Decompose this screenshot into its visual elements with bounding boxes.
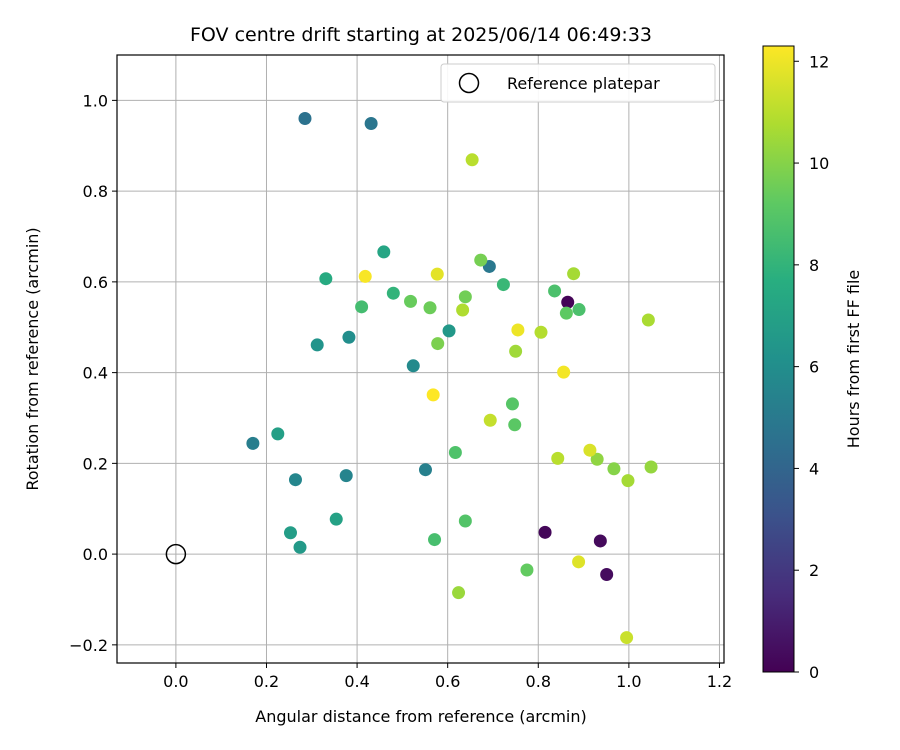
chart-title: FOV centre drift starting at 2025/06/14 …: [190, 24, 652, 46]
y-tick-label: 1.0: [83, 91, 108, 110]
data-point: [386, 286, 400, 300]
y-axis-label: Rotation from reference (arcmin): [23, 227, 42, 490]
data-point: [426, 388, 440, 402]
colorbar-tick-label: 8: [809, 256, 819, 275]
colorbar-tick-label: 6: [809, 358, 819, 377]
x-axis-label: Angular distance from reference (arcmin): [255, 707, 586, 726]
legend: Reference platepar: [440, 63, 716, 103]
data-point: [458, 290, 472, 304]
data-point: [329, 512, 343, 526]
data-point: [288, 473, 302, 487]
y-tick-label: 0.2: [83, 454, 108, 473]
data-point: [339, 469, 353, 483]
data-point: [505, 397, 519, 411]
data-point: [644, 460, 658, 474]
data-point: [293, 540, 307, 554]
y-tick-label: 0.6: [83, 273, 108, 292]
legend-marker-circle: [458, 72, 480, 94]
y-tick-label: 0.8: [83, 182, 108, 201]
data-point: [551, 451, 565, 465]
data-point: [319, 272, 333, 286]
colorbar-label: Hours from first FF file: [844, 270, 863, 449]
y-tick-label: 0.4: [83, 364, 108, 383]
colorbar-ticks: 0 2 4 6 8 10 12: [794, 52, 829, 682]
data-point: [590, 452, 604, 466]
legend-entry-reference-platepar: Reference platepar: [507, 74, 660, 93]
data-point: [458, 514, 472, 528]
data-point: [452, 586, 466, 600]
y-tick-label: 0.0: [83, 545, 108, 564]
data-point: [567, 267, 581, 281]
data-point: [509, 344, 523, 358]
data-point: [557, 365, 571, 379]
data-point: [607, 462, 621, 476]
reference-platepar-marker: [165, 543, 187, 565]
data-point: [496, 278, 510, 292]
colorbar: 0 2 4 6 8 10 12 Hours from first FF file: [762, 45, 863, 682]
data-point: [600, 568, 614, 582]
data-point: [641, 313, 655, 327]
data-point: [423, 301, 437, 315]
data-point: [298, 112, 312, 126]
x-tick-label: 0.8: [526, 672, 551, 691]
data-point: [271, 427, 285, 441]
data-point: [442, 324, 456, 338]
data-point: [283, 526, 297, 540]
colorbar-tick-label: 12: [809, 52, 829, 71]
data-point: [456, 303, 470, 317]
data-point: [559, 306, 573, 320]
data-point: [465, 153, 479, 167]
data-point: [377, 245, 391, 259]
x-tick-label: 0.4: [344, 672, 369, 691]
data-point: [620, 631, 634, 645]
data-point: [428, 533, 442, 547]
data-point: [572, 555, 586, 569]
colorbar-gradient: [762, 45, 795, 673]
x-tick-label: 0.0: [163, 672, 188, 691]
data-point: [342, 330, 356, 344]
data-point: [520, 563, 534, 577]
data-point: [621, 474, 635, 488]
data-point: [534, 325, 548, 339]
x-tick-label: 0.6: [435, 672, 460, 691]
data-point: [406, 359, 420, 373]
data-point: [538, 525, 552, 539]
y-axis-ticks: −0.2 0.0 0.2 0.4 0.6 0.8 1.0: [69, 91, 117, 655]
x-tick-label: 0.2: [254, 672, 279, 691]
data-point: [561, 295, 575, 309]
data-point: [355, 300, 369, 314]
points-layer: [165, 112, 658, 645]
grid-lines: [117, 55, 724, 663]
x-tick-label: 1.2: [707, 672, 732, 691]
data-point: [364, 117, 378, 131]
data-point: [430, 267, 444, 281]
data-point: [310, 338, 324, 352]
data-point: [358, 269, 372, 283]
legend-box: [440, 63, 716, 103]
colorbar-tick-label: 4: [809, 459, 819, 478]
x-tick-label: 1.0: [616, 672, 641, 691]
data-point: [593, 534, 607, 548]
data-point: [511, 323, 525, 337]
data-point: [431, 337, 445, 351]
data-point: [548, 284, 562, 298]
data-point: [246, 436, 260, 450]
data-point: [583, 443, 597, 457]
colorbar-tick-label: 2: [809, 561, 819, 580]
data-point: [508, 418, 522, 432]
y-tick-label: −0.2: [69, 636, 108, 655]
data-point: [418, 463, 432, 477]
colorbar-tick-label: 10: [809, 154, 829, 173]
colorbar-tick-label: 0: [809, 663, 819, 682]
plot-frame: [116, 54, 725, 664]
data-point: [448, 445, 462, 459]
data-point: [474, 253, 488, 267]
x-axis-ticks: 0.0 0.2 0.4 0.6 0.8 1.0 1.2: [163, 663, 732, 691]
data-point: [572, 303, 586, 317]
data-point: [404, 294, 418, 308]
data-point: [483, 413, 497, 427]
